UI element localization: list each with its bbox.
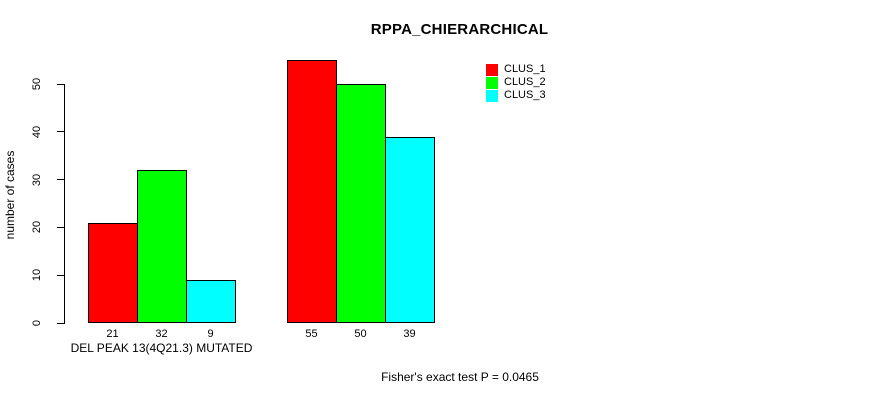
bar-clus_3-group2	[385, 136, 435, 323]
bar-value-label: 55	[305, 328, 318, 340]
bar-clus_1-group2	[287, 60, 337, 324]
y-tick-mark	[57, 131, 64, 133]
y-tick-mark	[57, 226, 64, 228]
bar-value-label: 50	[354, 328, 367, 340]
bar-clus_1-group1	[88, 222, 138, 323]
y-tick-label: 10	[31, 269, 43, 282]
legend-row-clus_1: CLUS_1	[486, 63, 546, 76]
y-tick-mark	[57, 179, 64, 181]
y-tick-label: 20	[31, 221, 43, 234]
legend: CLUS_1 CLUS_2 CLUS_3	[486, 63, 546, 102]
bar-clus_3-group1	[186, 279, 236, 323]
bar-value-label: 39	[403, 328, 416, 340]
bar-clus_2-group1	[137, 170, 187, 324]
legend-row-clus_2: CLUS_2	[486, 76, 546, 89]
legend-label: CLUS_2	[504, 76, 546, 88]
chart-title: RPPA_CHIERARCHICAL	[370, 21, 549, 38]
legend-swatch-icon	[486, 89, 498, 102]
legend-label: CLUS_3	[504, 89, 546, 101]
legend-swatch-icon	[486, 76, 498, 89]
y-tick-mark	[57, 322, 64, 324]
bar-value-label: 32	[155, 328, 168, 340]
y-tick-label: 0	[31, 319, 43, 327]
y-tick-mark	[57, 274, 64, 276]
bar-value-label: 9	[207, 328, 214, 340]
y-tick-label: 40	[31, 125, 43, 138]
y-axis-line	[64, 84, 65, 324]
legend-label: CLUS_1	[504, 63, 546, 75]
bar-clus_2-group2	[336, 84, 386, 323]
bar-value-label: 21	[106, 328, 119, 340]
x-axis-group-label: DEL PEAK 13(4Q21.3) MUTATED	[70, 341, 253, 355]
legend-swatch-icon	[486, 63, 498, 76]
y-tick-label: 50	[31, 77, 43, 91]
y-tick-mark	[57, 83, 64, 85]
y-axis-label: number of cases	[3, 150, 17, 240]
legend-row-clus_3: CLUS_3	[486, 89, 546, 102]
fisher-test-note: Fisher's exact test P = 0.0465	[381, 370, 539, 384]
y-tick-label: 30	[31, 173, 43, 186]
